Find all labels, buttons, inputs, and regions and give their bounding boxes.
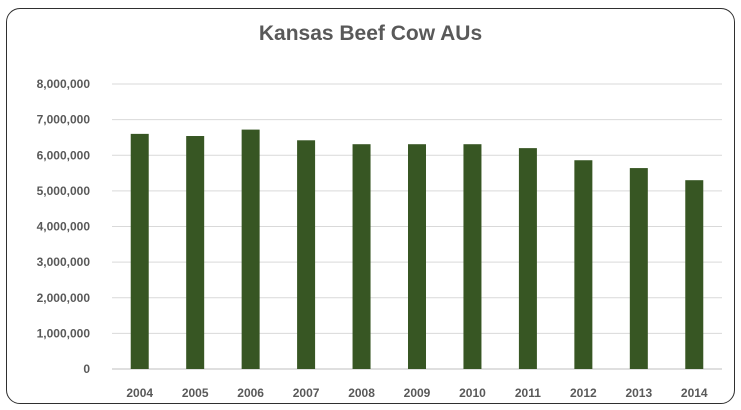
x-tick-label: 2014: [681, 386, 708, 400]
x-tick-label: 2009: [404, 386, 431, 400]
y-tick-label: 5,000,000: [37, 184, 91, 198]
y-tick-label: 1,000,000: [37, 326, 91, 340]
x-tick-label: 2004: [126, 386, 153, 400]
bar-2008: [352, 144, 371, 369]
x-tick-label: 2007: [293, 386, 320, 400]
y-tick-label: 4,000,000: [37, 220, 91, 234]
y-axis-tick-labels: 0 1,000,000 2,000,000 3,000,000 4,000,000 5,0…: [37, 77, 91, 376]
x-tick-label: 2012: [570, 386, 597, 400]
x-tick-label: 2013: [625, 386, 652, 400]
y-tick-label: 2,000,000: [37, 291, 91, 305]
x-tick-label: 2008: [348, 386, 375, 400]
bars: [130, 129, 704, 369]
x-tick-label: 2005: [182, 386, 209, 400]
chart-title: Kansas Beef Cow AUs: [258, 22, 483, 45]
x-tick-label: 2006: [237, 386, 264, 400]
bar-2007: [297, 140, 316, 369]
bar-2009: [408, 144, 426, 369]
bar-2010: [463, 144, 482, 369]
bar-2006: [241, 129, 260, 369]
y-tick-label: 0: [83, 362, 90, 376]
bar-2005: [186, 136, 205, 369]
bar-2011: [518, 148, 537, 369]
x-axis-tick-labels: 2004 2005 2006 2007 2008 2009 2010 2011 2012 2013…: [126, 386, 708, 400]
x-tick-label: 2011: [515, 386, 541, 400]
x-tick-label: 2010: [459, 386, 486, 400]
y-tick-label: 6,000,000: [37, 148, 91, 162]
bar-2004: [130, 133, 149, 369]
y-tick-label: 3,000,000: [37, 255, 91, 269]
y-tick-label: 8,000,000: [37, 77, 91, 91]
bar-2014: [685, 180, 704, 369]
bar-2013: [629, 168, 648, 369]
bar-2012: [574, 160, 593, 369]
y-tick-label: 7,000,000: [37, 113, 91, 127]
